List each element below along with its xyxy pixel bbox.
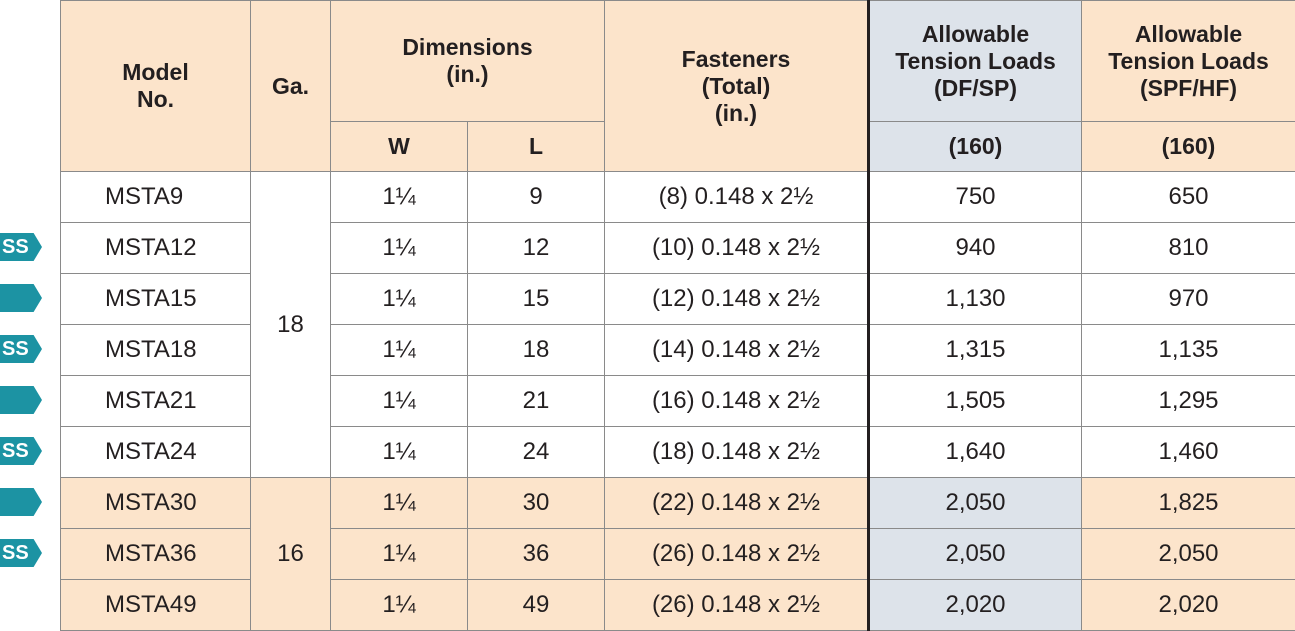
- l-cell: 24: [467, 426, 605, 478]
- w-cell: 1¼: [330, 324, 468, 376]
- arrow-marker: [0, 284, 42, 312]
- header-l: L: [467, 121, 605, 172]
- l-cell: 12: [467, 222, 605, 274]
- df-sp-cell: 1,505: [867, 375, 1082, 427]
- header-spf-hf-sub: (160): [1081, 121, 1295, 172]
- df-sp-cell: 750: [867, 171, 1082, 223]
- fasteners-cell: (16) 0.148 x 2½: [604, 375, 869, 427]
- model-cell: MSTA18: [60, 324, 251, 376]
- fasteners-cell: (10) 0.148 x 2½: [604, 222, 869, 274]
- w-cell: 1¼: [330, 222, 468, 274]
- table-row: MSTA30 16 1¼ 30 (22) 0.148 x 2½ 2,050 1,825: [60, 477, 1295, 631]
- header-dimensions: Dimensions (in.): [330, 0, 605, 122]
- w-cell: 1¼: [330, 375, 468, 427]
- l-cell: 9: [467, 171, 605, 223]
- model-cell: MSTA12: [60, 222, 251, 274]
- w-cell: 1¼: [330, 171, 468, 223]
- spf-hf-cell: 1,295: [1081, 375, 1295, 427]
- model-cell: MSTA24: [60, 426, 251, 478]
- l-cell: 15: [467, 273, 605, 325]
- w-cell: 1¼: [330, 477, 468, 529]
- arrow-marker: [0, 386, 42, 414]
- load-table: Model No. Ga. Dimensions (in.) Fasteners…: [60, 0, 1295, 631]
- ss-badge: SS: [0, 539, 42, 567]
- fasteners-cell: (8) 0.148 x 2½: [604, 171, 869, 223]
- l-cell: 21: [467, 375, 605, 427]
- df-sp-cell: 1,640: [867, 426, 1082, 478]
- fasteners-cell: (12) 0.148 x 2½: [604, 273, 869, 325]
- spf-hf-cell: 2,020: [1081, 579, 1295, 631]
- ss-badge: SS: [0, 335, 42, 363]
- table-row: MSTA36 1¼ 36 (26) 0.148 x 2½ 2,050 2,050: [60, 528, 1295, 580]
- w-cell: 1¼: [330, 426, 468, 478]
- l-cell: 36: [467, 528, 605, 580]
- header-model: Model No.: [60, 0, 251, 172]
- header-fasteners: Fasteners (Total) (in.): [604, 0, 869, 172]
- df-sp-cell: 1,315: [867, 324, 1082, 376]
- spf-hf-cell: 1,825: [1081, 477, 1295, 529]
- l-cell: 18: [467, 324, 605, 376]
- df-sp-cell: 940: [867, 222, 1082, 274]
- ss-badge: SS: [0, 437, 42, 465]
- spf-hf-cell: 810: [1081, 222, 1295, 274]
- header-w: W: [330, 121, 468, 172]
- table-body: MSTA9 18 1¼ 9 (8) 0.148 x 2½ 750 650 MSTA12 1¼ 12…: [60, 171, 1295, 631]
- spf-hf-cell: 1,135: [1081, 324, 1295, 376]
- w-cell: 1¼: [330, 579, 468, 631]
- arrow-marker: [0, 488, 42, 516]
- spf-hf-cell: 970: [1081, 273, 1295, 325]
- w-cell: 1¼: [330, 528, 468, 580]
- df-sp-cell: 2,050: [867, 477, 1082, 529]
- header-spf-hf: Allowable Tension Loads (SPF/HF): [1081, 0, 1295, 122]
- table-row: MSTA24 1¼ 24 (18) 0.148 x 2½ 1,640 1,460: [60, 426, 1295, 478]
- fasteners-cell: (14) 0.148 x 2½: [604, 324, 869, 376]
- header-ga: Ga.: [250, 0, 331, 172]
- table-row: MSTA18 1¼ 18 (14) 0.148 x 2½ 1,315 1,135: [60, 324, 1295, 376]
- model-cell: MSTA36: [60, 528, 251, 580]
- fasteners-cell: (26) 0.148 x 2½: [604, 579, 869, 631]
- model-cell: MSTA49: [60, 579, 251, 631]
- model-cell: MSTA30: [60, 477, 251, 529]
- l-cell: 49: [467, 579, 605, 631]
- spf-hf-cell: 2,050: [1081, 528, 1295, 580]
- model-cell: MSTA21: [60, 375, 251, 427]
- table-row: MSTA9 18 1¼ 9 (8) 0.148 x 2½ 750 650: [60, 171, 1295, 478]
- ga-cell: 16: [250, 477, 331, 631]
- model-cell: MSTA15: [60, 273, 251, 325]
- header-df-sp-sub: (160): [867, 121, 1082, 172]
- table-row: MSTA12 1¼ 12 (10) 0.148 x 2½ 940 810: [60, 222, 1295, 274]
- table-row: MSTA21 1¼ 21 (16) 0.148 x 2½ 1,505 1,295: [60, 375, 1295, 427]
- fasteners-cell: (22) 0.148 x 2½: [604, 477, 869, 529]
- fasteners-cell: (18) 0.148 x 2½: [604, 426, 869, 478]
- df-sp-cell: 2,050: [867, 528, 1082, 580]
- model-cell: MSTA9: [60, 171, 251, 223]
- header-df-sp: Allowable Tension Loads (DF/SP): [867, 0, 1082, 122]
- df-sp-cell: 1,130: [867, 273, 1082, 325]
- df-sp-cell: 2,020: [867, 579, 1082, 631]
- ss-badge: SS: [0, 233, 42, 261]
- fasteners-cell: (26) 0.148 x 2½: [604, 528, 869, 580]
- ga-cell: 18: [250, 171, 331, 478]
- table-row: MSTA15 1¼ 15 (12) 0.148 x 2½ 1,130 970: [60, 273, 1295, 325]
- w-cell: 1¼: [330, 273, 468, 325]
- spf-hf-cell: 650: [1081, 171, 1295, 223]
- table-row: MSTA49 1¼ 49 (26) 0.148 x 2½ 2,020 2,020: [60, 579, 1295, 631]
- l-cell: 30: [467, 477, 605, 529]
- spf-hf-cell: 1,460: [1081, 426, 1295, 478]
